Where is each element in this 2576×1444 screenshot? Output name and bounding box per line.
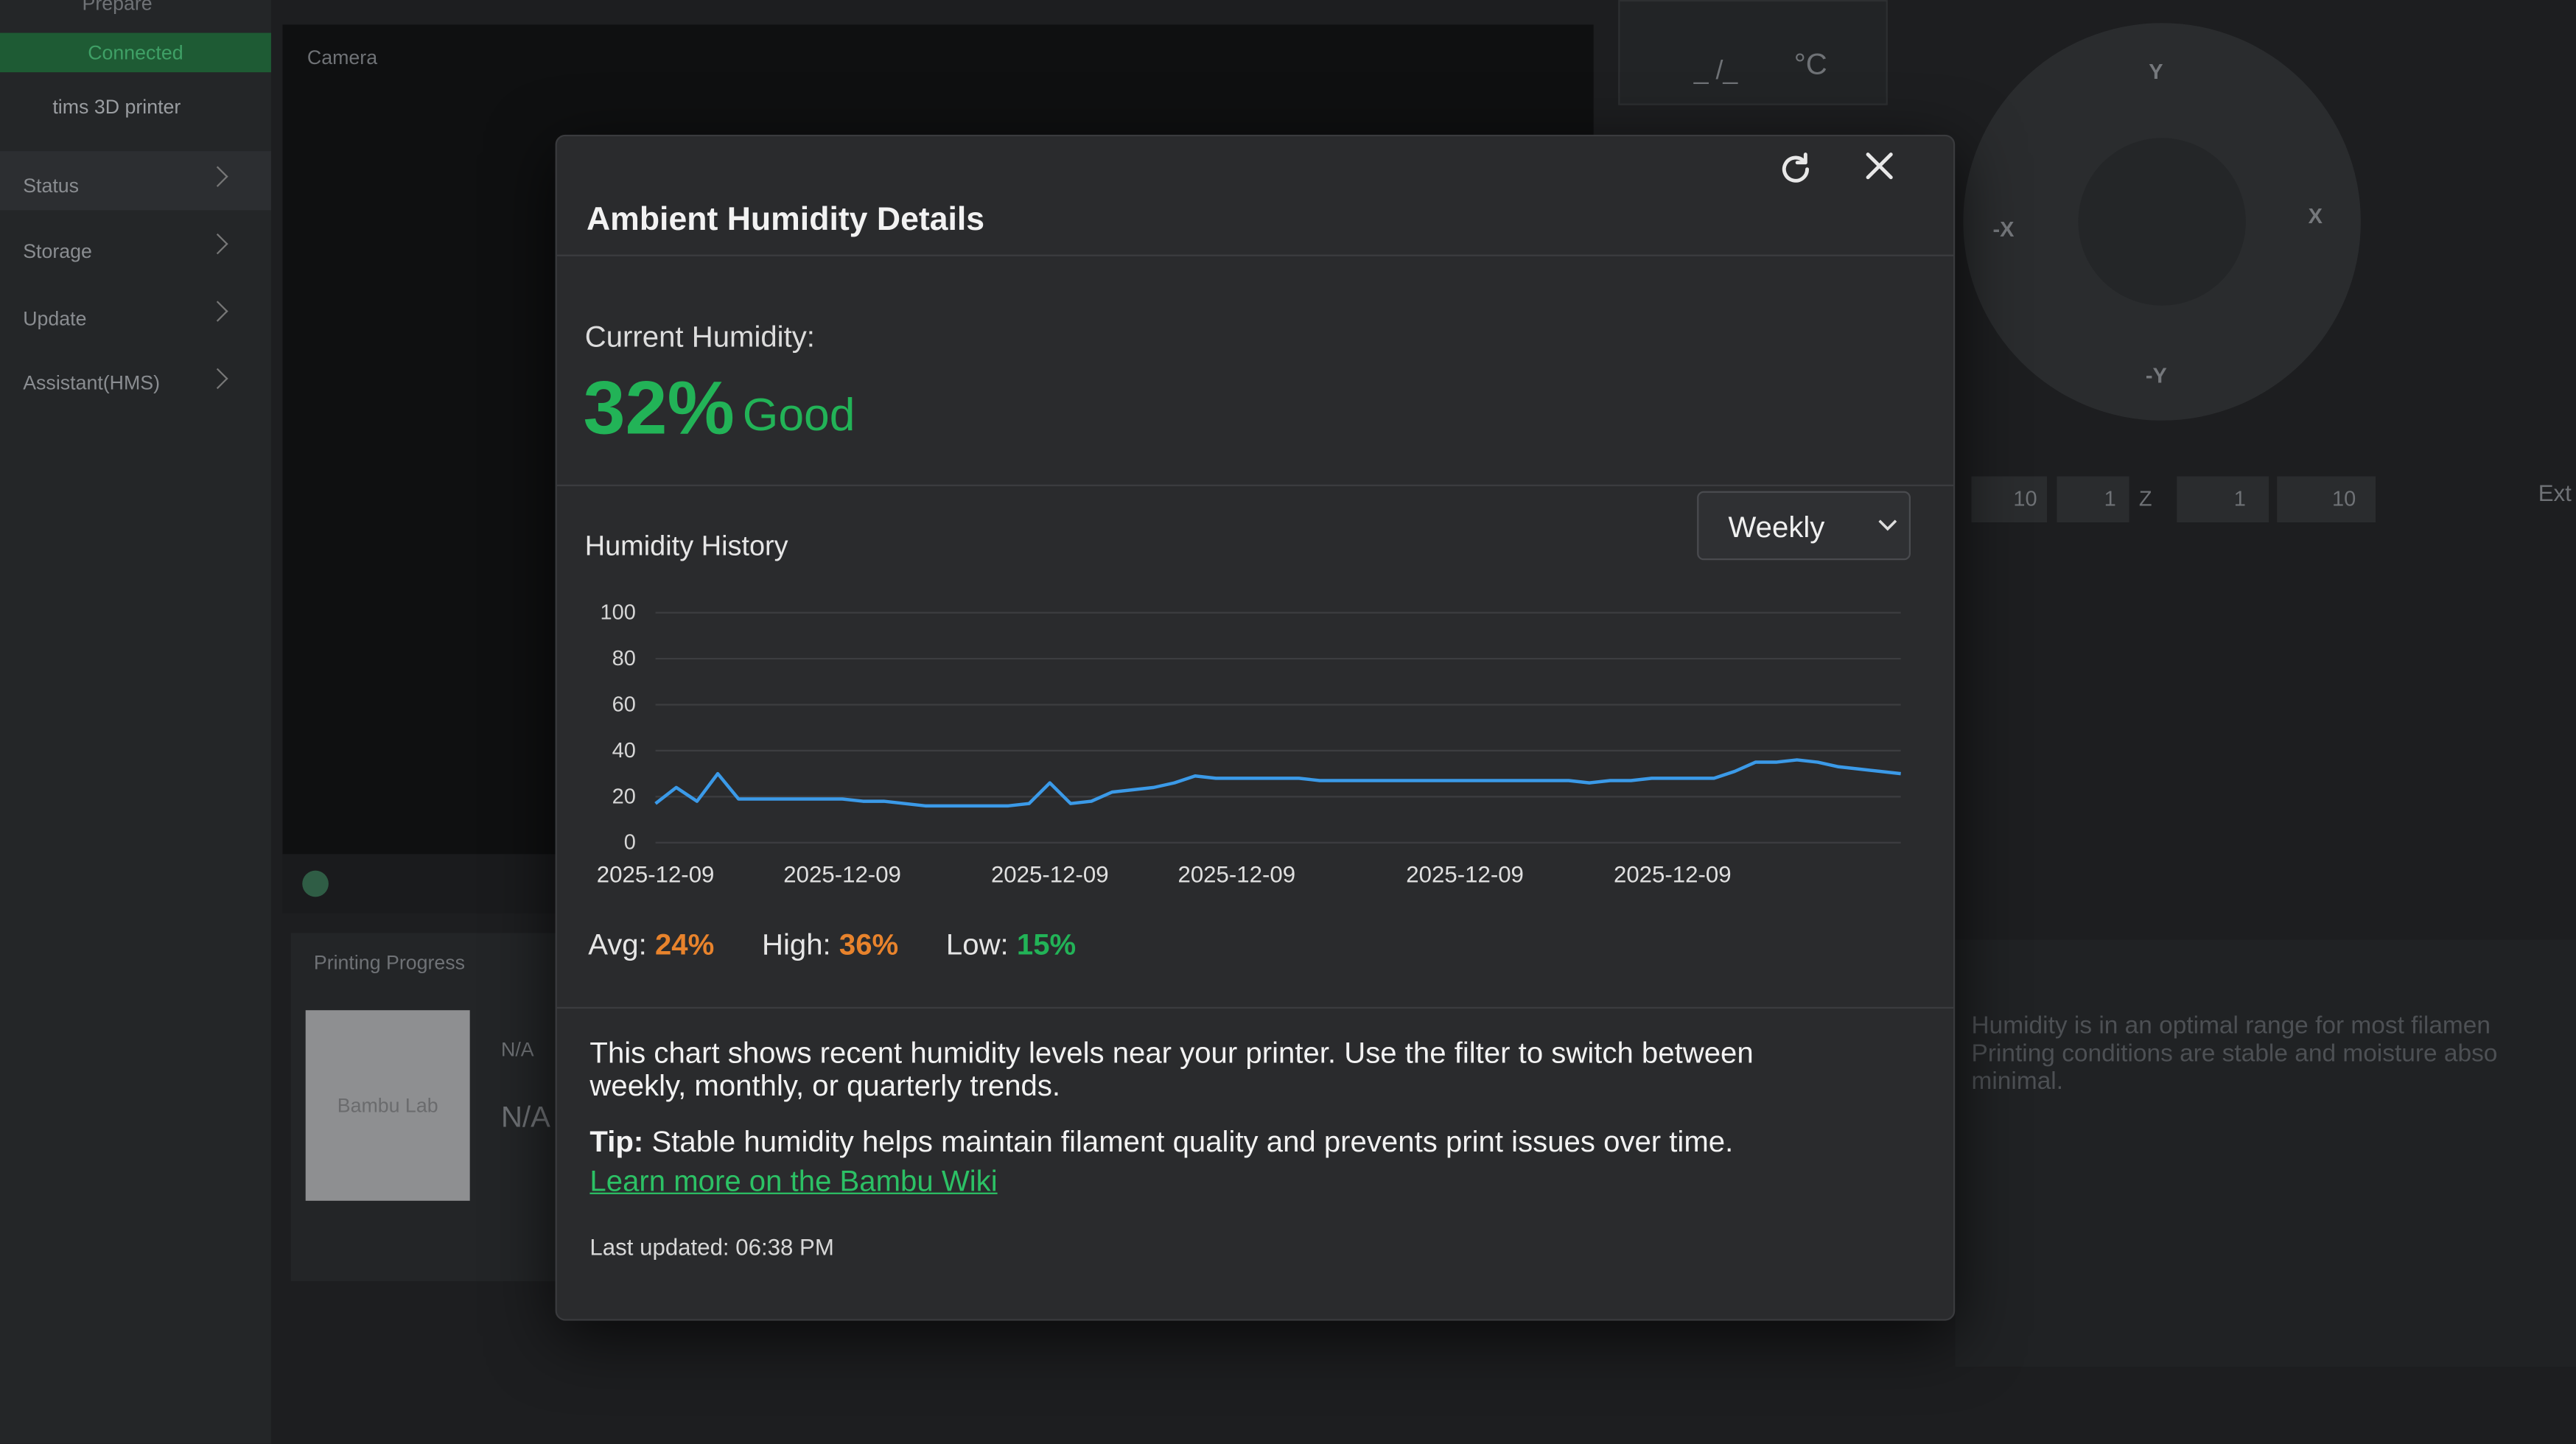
stat-label: Avg: [588, 928, 647, 961]
stats-row: Avg: 24% High: 36% Low: 15% [588, 928, 1076, 963]
axis-label: Y [2149, 59, 2163, 84]
dropdown-arrow [1878, 519, 1897, 531]
z-controls: 10 1 Z 1 10 [1955, 460, 2382, 536]
humidity-line [654, 758, 1901, 808]
tip-text: Stable humidity helps maintain filament … [651, 1125, 1734, 1158]
z-button[interactable]: 10 [1971, 476, 2048, 523]
stat-value: 15% [1016, 928, 1077, 961]
prepare-tab[interactable]: Prepare [82, 0, 153, 15]
description: This chart shows recent humidity levels … [589, 1036, 1754, 1103]
axis-label: -Y [2145, 362, 2167, 388]
axis-label: -X [1992, 217, 2015, 242]
refresh-button[interactable] [1776, 150, 1816, 189]
menu-item[interactable]: Storage [23, 239, 92, 263]
stat-value: 24% [654, 928, 715, 961]
y-tick-label: 40 [612, 739, 636, 763]
menu-item[interactable]: Update [23, 306, 87, 331]
last-updated: Last updated: 06:38 PM [589, 1233, 834, 1261]
history-label: Humidity History [584, 530, 788, 562]
menu-highlight [0, 151, 271, 211]
x-tick-label: 2025-12-09 [783, 861, 901, 887]
dialog-title: Ambient Humidity Details [586, 202, 985, 239]
progress-status: N/A [501, 1038, 534, 1062]
z-button[interactable]: 10 [2277, 476, 2376, 523]
y-tick-label: 20 [612, 785, 636, 808]
chevron [207, 233, 228, 255]
side-note: Humidity is in an optimal range for most… [1972, 1012, 2498, 1096]
z-button[interactable]: 1 [2177, 476, 2269, 523]
close-button[interactable] [1860, 146, 1900, 186]
connection-status: Connected [0, 32, 271, 73]
stat-label: Low: [945, 928, 1009, 961]
side-note-line: Printing conditions are stable and moist… [1971, 1040, 2498, 1068]
jog-center[interactable] [2078, 138, 2246, 306]
jog-wheel[interactable]: Y -X X -Y [1963, 23, 2361, 421]
printer-name[interactable]: tims 3D printer [52, 95, 181, 119]
current-status: Good [742, 389, 855, 441]
progress-value: N/A [501, 1100, 550, 1134]
x-tick-label: 2025-12-09 [1406, 861, 1524, 887]
humidity-dialog: Ambient Humidity Details Current Humidit… [555, 134, 1956, 1321]
side-note-line: Humidity is in an optimal range for most… [1971, 1012, 2491, 1040]
x-tick-label: 2025-12-09 [991, 861, 1109, 887]
x-tick-label: 2025-12-09 [1614, 861, 1732, 887]
sidebar: Prepare Connected tims 3D printer Status… [0, 0, 271, 1444]
axis-label: X [2308, 203, 2323, 228]
humidity-chart: 0 20 40 60 80 100 2025-12-09 2025-12-09 2025-12-… [597, 601, 1901, 887]
temperature-value: _ /_ [1693, 57, 1738, 85]
x-tick-label: 2025-12-09 [597, 861, 715, 887]
divider [556, 254, 1953, 256]
z-label: Z [2138, 486, 2152, 511]
y-tick-label: 0 [624, 831, 636, 855]
divider [556, 1006, 1953, 1009]
divider [556, 484, 1953, 486]
thumbnail: Bambu Lab [305, 1010, 470, 1201]
tip-label: Tip: [589, 1125, 644, 1158]
current-value: 32% [583, 364, 735, 450]
temperature-unit: °C [1793, 47, 1827, 81]
temperature-panel: _ /_ °C [1618, 0, 1888, 105]
filter-dropdown[interactable]: Weekly [1697, 491, 1911, 561]
stat-value: 36% [839, 928, 899, 961]
tip: Tip: Stable humidity helps maintain fila… [589, 1125, 1733, 1160]
z-button[interactable]: 1 [2057, 476, 2129, 523]
chevron [207, 301, 228, 322]
side-note-panel: Humidity is in an optimal range for most… [1955, 939, 2576, 1367]
side-note-line: minimal. [1971, 1068, 2064, 1096]
filter-value: Weekly [1728, 511, 1825, 544]
menu-item[interactable]: Assistant(HMS) [23, 371, 161, 395]
y-tick-label: 100 [601, 601, 636, 625]
wiki-link[interactable]: Learn more on the Bambu Wiki [589, 1164, 998, 1198]
extruder-label: Ext [2538, 480, 2572, 506]
menu-item[interactable]: Status [23, 174, 80, 197]
y-tick-label: 60 [612, 693, 636, 716]
camera-title: Camera [307, 46, 378, 69]
stat-label: High: [762, 928, 831, 961]
x-tick-label: 2025-12-09 [1177, 861, 1295, 887]
progress-title: Printing Progress [313, 950, 466, 975]
play-button[interactable] [302, 870, 329, 897]
current-label: Current Humidity: [584, 320, 815, 354]
chevron [207, 368, 228, 390]
y-tick-label: 80 [612, 647, 636, 670]
